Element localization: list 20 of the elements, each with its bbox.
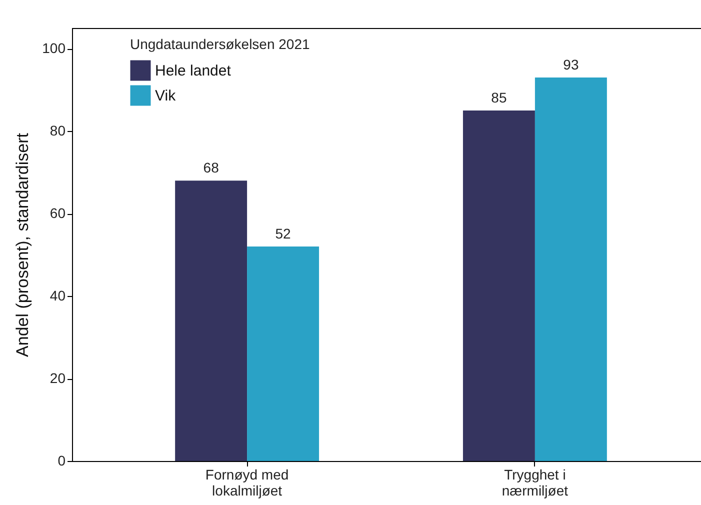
bar [247,246,320,461]
y-tick-label: 100 [42,40,66,56]
bar [534,77,607,461]
y-tick-label: 40 [50,288,66,304]
data-label: 52 [275,226,292,242]
x-tick-label: Trygghet i nærmiljøet [502,466,568,498]
y-tick-label: 80 [50,122,66,139]
data-label: 93 [563,56,579,72]
bar [462,110,535,461]
y-axis-title: Andel (prosent), standardisert [13,132,32,357]
data-label: 85 [491,89,507,106]
legend-title: Ungdataundersøkelsen 2021 [130,36,310,52]
legend-label: Hele landet [155,62,232,80]
legend-label: Vik [155,88,176,104]
bar [175,180,248,461]
y-tick-label: 60 [50,205,66,222]
x-tick-label: Fornøyd med lokalmiljøet [205,466,289,498]
data-label: 68 [203,160,220,176]
y-tick-label: 0 [58,452,66,468]
y-tick-label: 20 [50,370,66,386]
